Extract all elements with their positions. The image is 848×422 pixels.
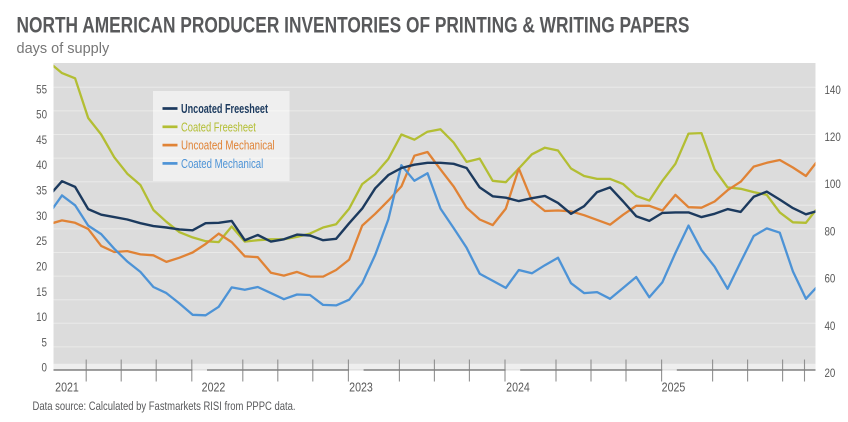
svg-text:5: 5 bbox=[42, 337, 47, 350]
svg-text:50: 50 bbox=[36, 109, 47, 122]
svg-text:2023: 2023 bbox=[349, 379, 373, 394]
svg-text:120: 120 bbox=[825, 131, 841, 144]
svg-text:2025: 2025 bbox=[662, 379, 686, 394]
svg-text:2024: 2024 bbox=[506, 379, 530, 394]
svg-text:20: 20 bbox=[36, 261, 47, 274]
svg-text:2021: 2021 bbox=[55, 379, 79, 394]
svg-text:140: 140 bbox=[825, 84, 841, 97]
svg-text:45: 45 bbox=[36, 134, 47, 147]
svg-text:Uncoated Mechanical: Uncoated Mechanical bbox=[181, 139, 275, 153]
svg-text:55: 55 bbox=[36, 84, 47, 97]
svg-text:35: 35 bbox=[36, 185, 47, 198]
svg-text:days of supply: days of supply bbox=[17, 41, 110, 57]
svg-text:60: 60 bbox=[825, 273, 836, 286]
svg-text:20: 20 bbox=[825, 367, 836, 380]
svg-text:80: 80 bbox=[825, 226, 836, 239]
svg-text:15: 15 bbox=[36, 286, 47, 299]
svg-text:40: 40 bbox=[36, 160, 47, 173]
svg-text:0: 0 bbox=[42, 362, 47, 375]
svg-text:NORTH AMERICAN PRODUCER INVENT: NORTH AMERICAN PRODUCER INVENTORIES OF P… bbox=[17, 13, 690, 38]
svg-text:Data source: Calculated by Fas: Data source: Calculated by Fastmarkets R… bbox=[33, 400, 296, 413]
svg-text:Coated Mechanical: Coated Mechanical bbox=[181, 158, 263, 172]
svg-text:Coated Freesheet: Coated Freesheet bbox=[181, 121, 257, 135]
svg-text:Uncoated Freesheet: Uncoated Freesheet bbox=[181, 103, 268, 117]
svg-text:2022: 2022 bbox=[202, 379, 226, 394]
svg-text:25: 25 bbox=[36, 235, 47, 248]
svg-text:100: 100 bbox=[825, 179, 841, 192]
svg-text:10: 10 bbox=[36, 311, 47, 324]
svg-text:40: 40 bbox=[825, 320, 836, 333]
svg-text:30: 30 bbox=[36, 210, 47, 223]
